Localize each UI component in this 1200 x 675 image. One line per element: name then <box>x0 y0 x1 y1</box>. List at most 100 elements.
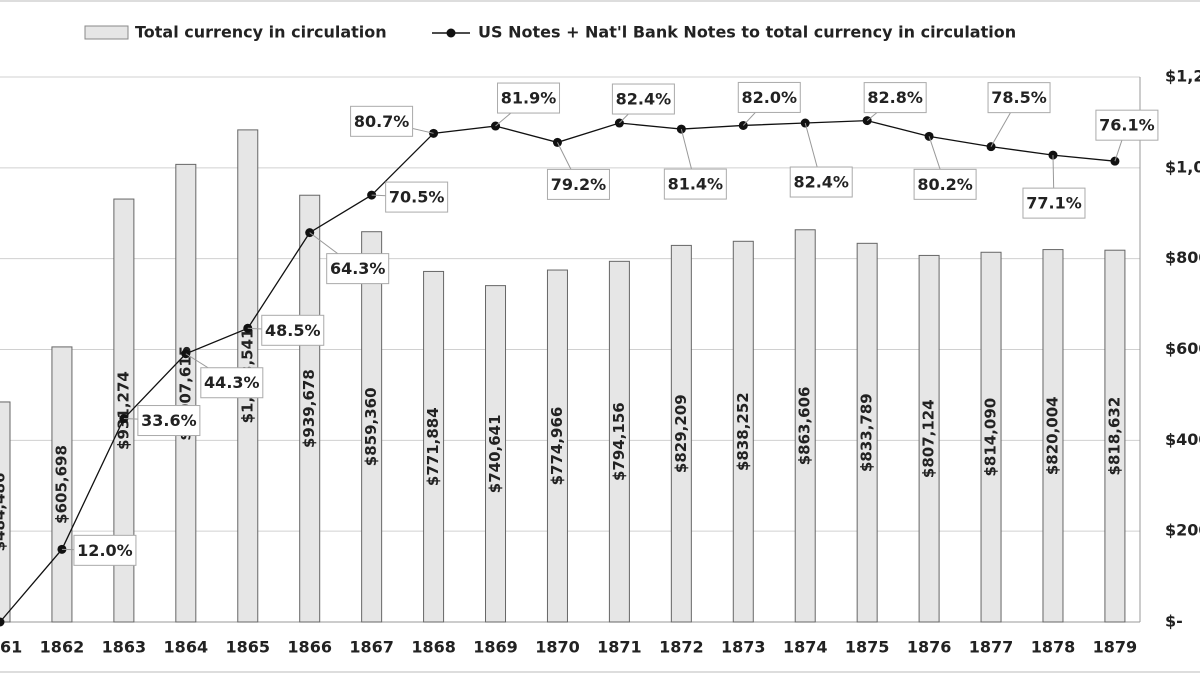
bar <box>299 194 321 623</box>
line-value-label: 82.8% <box>867 88 923 107</box>
bar <box>0 401 11 623</box>
bar <box>1104 249 1126 623</box>
bar <box>670 244 692 623</box>
x-tick-label: 1878 <box>1031 638 1076 657</box>
line-value-label: 77.1% <box>1026 194 1082 213</box>
bar-value-label: $605,698 <box>52 445 70 524</box>
x-tick-label: 1877 <box>969 638 1014 657</box>
line-value-label: 80.7% <box>354 112 410 131</box>
x-tick-label: 1876 <box>907 638 952 657</box>
line-value-label: 82.0% <box>742 88 798 107</box>
label-box <box>863 82 927 114</box>
bar-value-label: $814,090 <box>982 398 1000 477</box>
bar <box>175 163 197 623</box>
bar <box>423 270 445 623</box>
bar <box>980 251 1002 623</box>
line-value-label: 76.1% <box>1099 116 1155 135</box>
bar-value-label: $859,360 <box>362 387 380 466</box>
x-tick-label: 1875 <box>845 638 890 657</box>
x-tick-label: 1866 <box>287 638 332 657</box>
bar-value-label: $774,966 <box>548 407 566 486</box>
x-tick-label: 1872 <box>659 638 704 657</box>
label-box <box>987 82 1051 114</box>
x-tick-label: 1867 <box>349 638 394 657</box>
line-value-label: 44.3% <box>204 373 260 392</box>
bar <box>113 198 135 623</box>
y-tick-label: $400 <box>1165 430 1200 449</box>
line-point <box>0 617 5 627</box>
bar <box>918 254 940 623</box>
line-value-label: 12.0% <box>77 541 133 560</box>
bar <box>546 269 568 623</box>
x-tick-label: 1874 <box>783 638 828 657</box>
y-tick-label: $800 <box>1165 248 1200 267</box>
x-tick-label: 1865 <box>225 638 270 657</box>
line-value-label: 82.4% <box>616 90 672 109</box>
x-tick-label: 1879 <box>1093 638 1138 657</box>
label-box <box>326 253 390 285</box>
label-box <box>611 83 675 115</box>
x-tick-label: 1861 <box>0 638 22 657</box>
line-value-label: 80.2% <box>917 175 973 194</box>
bar-value-label: $863,606 <box>796 387 814 466</box>
bar <box>856 242 878 623</box>
line-value-label: 81.4% <box>668 175 724 194</box>
label-box <box>737 81 801 113</box>
label-box <box>546 168 610 200</box>
y-tick-label: $1,200 <box>1165 67 1200 86</box>
label-box <box>913 168 977 200</box>
bar-value-label: $931,274 <box>114 371 132 450</box>
bar-value-label: $829,209 <box>672 394 690 473</box>
label-box <box>73 534 137 566</box>
line-value-label: 78.5% <box>991 88 1047 107</box>
bar-value-label: $484,486 <box>0 473 9 552</box>
y-tick-label: $- <box>1165 612 1183 631</box>
label-box <box>663 168 727 200</box>
legend-swatch <box>84 25 129 40</box>
line-value-label: 48.5% <box>265 321 321 340</box>
bar-value-label: $833,789 <box>858 393 876 472</box>
line-value-label: 82.4% <box>793 173 849 192</box>
bar-value-label: $939,678 <box>300 369 318 448</box>
line-value-label: 64.3% <box>330 259 386 278</box>
label-box <box>1022 187 1086 219</box>
x-tick-label: 1863 <box>102 638 147 657</box>
label-box <box>789 166 853 198</box>
bar-value-label: $771,884 <box>424 407 442 486</box>
label-box <box>200 367 264 399</box>
x-tick-label: 1868 <box>411 638 456 657</box>
bar <box>608 260 630 623</box>
x-tick-label: 1870 <box>535 638 580 657</box>
bar <box>794 229 816 623</box>
label-box <box>350 105 414 137</box>
x-tick-label: 1871 <box>597 638 642 657</box>
legend-swatch <box>446 28 456 38</box>
bar-value-label: $818,632 <box>1105 397 1123 476</box>
label-box <box>137 405 201 437</box>
bar <box>51 346 73 623</box>
label-box <box>261 314 325 346</box>
x-tick-label: 1864 <box>164 638 209 657</box>
line-value-label: 81.9% <box>501 89 557 108</box>
x-tick-label: 1869 <box>473 638 518 657</box>
bar <box>732 240 754 623</box>
label-box <box>1095 109 1159 141</box>
line-value-label: 33.6% <box>141 411 197 430</box>
y-tick-label: $1,000 <box>1165 157 1200 176</box>
x-tick-label: 1862 <box>40 638 85 657</box>
bar-value-label: $838,252 <box>734 392 752 471</box>
bar-value-label: $820,004 <box>1043 396 1061 475</box>
legend-label: Total currency in circulation <box>135 23 387 42</box>
label-box <box>497 82 561 114</box>
bar <box>485 285 507 623</box>
bar-value-label: $794,156 <box>610 402 628 481</box>
label-box <box>385 181 449 213</box>
bar <box>1042 249 1064 623</box>
y-tick-label: $200 <box>1165 521 1200 540</box>
legend-label: US Notes + Nat'l Bank Notes to total cur… <box>478 23 1016 42</box>
line-value-label: 79.2% <box>551 175 607 194</box>
bar-value-label: $740,641 <box>486 414 504 493</box>
y-tick-label: $600 <box>1165 339 1200 358</box>
line-value-label: 70.5% <box>389 188 445 207</box>
